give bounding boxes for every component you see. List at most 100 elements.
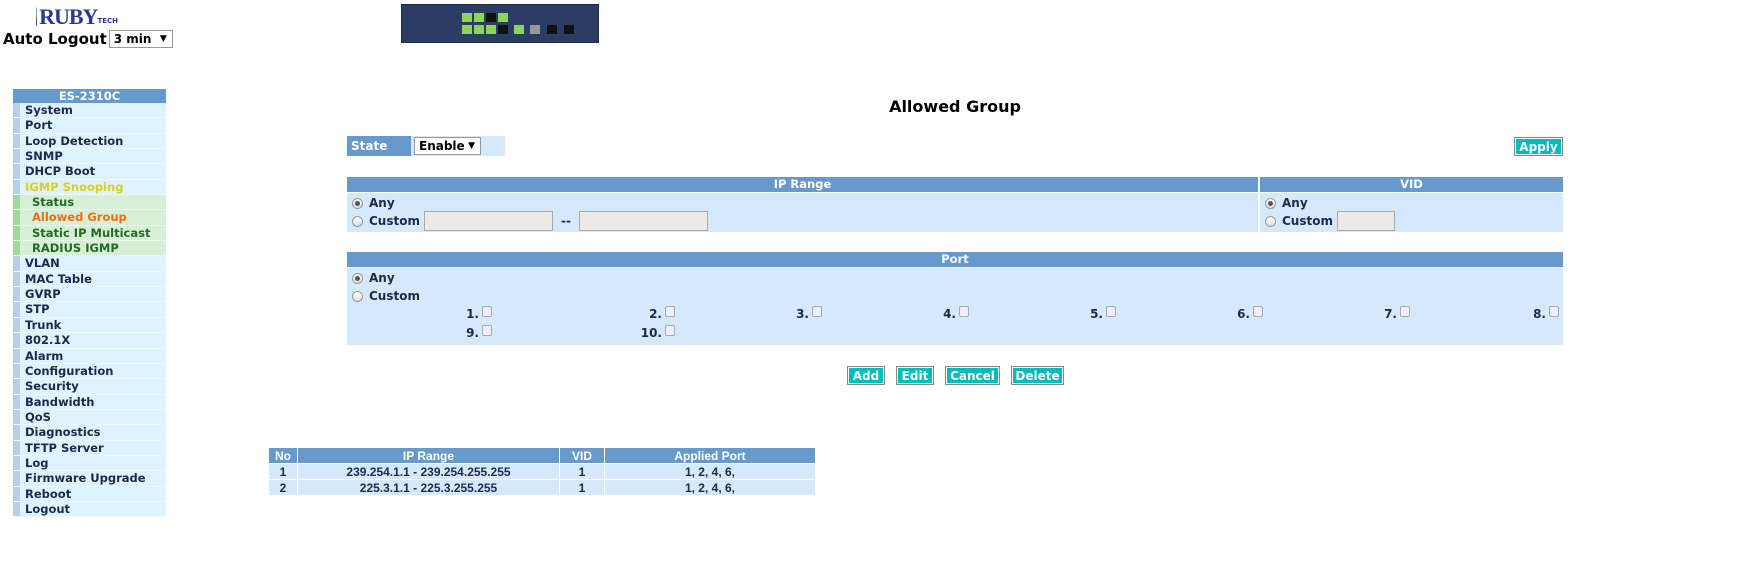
sidebar-item-radius-igmp[interactable]: RADIUS IGMP [13,241,166,257]
table-cell: 1, 2, 4, 6, [605,480,815,495]
sidebar-item-bandwidth[interactable]: Bandwidth [13,394,166,410]
sidebar-item-tftp-server[interactable]: TFTP Server [13,440,166,456]
port-custom-radio[interactable] [352,290,363,302]
sidebar-item-configuration[interactable]: Configuration [13,363,166,380]
ip-any-option[interactable]: Any [352,196,395,210]
port-checkbox[interactable] [665,305,675,317]
port-label: 2. [649,307,662,321]
sidebar-item-vlan[interactable]: VLAN [13,256,166,272]
sidebar-item-label: System [25,103,73,117]
menu-marker [13,317,20,333]
port-label: 6. [1237,307,1250,321]
table-cell: 1 [269,464,297,479]
sidebar-item-loop-detection[interactable]: Loop Detection [13,133,166,150]
sidebar-item-port[interactable]: Port [13,118,166,134]
port-checkbox[interactable] [1106,305,1116,317]
vid-input[interactable] [1336,211,1395,231]
ip-to-input[interactable] [578,211,708,231]
menu-marker [13,440,20,455]
port-any-option[interactable]: Any [352,271,395,285]
menu-marker [13,241,20,256]
ip-from-input[interactable] [423,211,553,231]
sidebar-item-igmp-snooping[interactable]: IGMP Snooping [13,179,166,196]
apply-button[interactable]: Apply [1514,137,1563,156]
sidebar-item-snmp[interactable]: SNMP [13,149,166,165]
port-4-option[interactable]: 4. [918,305,969,321]
port-checkbox[interactable] [482,305,492,317]
sidebar-item-alarm[interactable]: Alarm [13,348,166,364]
ip-any-radio[interactable] [352,197,363,209]
edit-button[interactable]: Edit [896,366,934,385]
sidebar-item-802-1x[interactable]: 802.1X [13,333,166,349]
sidebar-item-label: MAC Table [25,271,92,286]
port-custom-label: Custom [369,289,420,303]
sidebar-item-mac-table[interactable]: MAC Table [13,271,166,288]
port-2-option[interactable]: 2. [624,305,675,321]
table-row[interactable]: 2 225.3.1.1 - 225.3.255.255 1 1, 2, 4, 6, [269,480,815,495]
sidebar-item-stp[interactable]: STP [13,302,166,318]
menu-marker [13,455,20,471]
table-row[interactable]: 1 239.254.1.1 - 239.254.255.255 1 1, 2, 4, … [269,464,815,479]
sidebar-item-label: Status [32,195,75,210]
port-10-option[interactable]: 10. [624,324,675,340]
port-3-option[interactable]: 3. [771,305,822,321]
delete-button[interactable]: Delete [1011,366,1064,385]
sidebar-item-dhcp-boot[interactable]: DHCP Boot [13,164,166,180]
ip-custom-option[interactable]: Custom -- [352,211,708,231]
port-6-option[interactable]: 6. [1212,305,1263,321]
menu-marker [13,179,20,195]
sidebar-item-allowed-group[interactable]: Allowed Group [13,210,166,226]
sidebar-item-label: Log [25,455,49,470]
sidebar-item-security[interactable]: Security [13,379,166,395]
vid-any-option[interactable]: Any [1265,196,1308,210]
vid-custom-radio[interactable] [1265,215,1276,227]
ip-custom-radio[interactable] [352,215,363,227]
sidebar-item-logout[interactable]: Logout [13,501,166,518]
port-checkbox[interactable] [1400,305,1410,317]
port-5-option[interactable]: 5. [1065,305,1116,321]
sidebar-item-label: Configuration [25,363,114,378]
sidebar-title: ES-2310C [13,89,166,103]
menu-marker [13,271,20,287]
sidebar-item-static-ip-multicast[interactable]: Static IP Multicast [13,225,166,242]
port-checkbox[interactable] [959,305,969,317]
port-9-option[interactable]: 9. [441,324,492,340]
col-no: No [269,448,297,463]
menu-marker [13,118,20,133]
sidebar-item-label: GVRP [25,287,61,302]
sidebar-item-trunk[interactable]: Trunk [13,317,166,334]
vid-custom-option[interactable]: Custom [1265,211,1395,231]
sidebar-item-system[interactable]: System [13,103,166,119]
sidebar-item-firmware-upgrade[interactable]: Firmware Upgrade [13,471,166,487]
port-8-option[interactable]: 8. [1508,305,1559,321]
port-checkbox[interactable] [482,324,492,336]
cancel-button[interactable]: Cancel [945,366,1000,385]
sidebar-item-label: Firmware Upgrade [25,471,146,486]
menu-marker [13,379,20,394]
sidebar-item-label: RADIUS IGMP [32,241,119,256]
sidebar-item-diagnostics[interactable]: Diagnostics [13,425,166,441]
port-checkbox[interactable] [812,305,822,317]
sidebar-item-log[interactable]: Log [13,455,166,472]
sidebar-item-gvrp[interactable]: GVRP [13,287,166,303]
rubytech-logo: RUBY TECH [36,4,118,29]
sidebar-item-label: STP [25,302,50,317]
vid-any-radio[interactable] [1265,197,1276,209]
sidebar-item-label: Reboot [25,486,72,501]
sidebar-item-reboot[interactable]: Reboot [13,486,166,502]
port-any-radio[interactable] [352,272,363,284]
port-checkbox[interactable] [1549,305,1559,317]
allowed-group-table: No IP Range VID Applied Port 1 239.254.1.… [268,447,816,496]
port-1-option[interactable]: 1. [441,305,492,321]
port-label: 1. [466,307,479,321]
port-7-option[interactable]: 7. [1359,305,1410,321]
sidebar-item-qos[interactable]: QoS [13,409,166,426]
port-checkbox[interactable] [665,324,675,336]
sidebar-item-label: Port [25,118,53,133]
port-checkbox[interactable] [1253,305,1263,317]
auto-logout-select[interactable]: 3 min ▼ [108,30,173,48]
state-select[interactable]: Enable ▼ [414,137,481,155]
sidebar-item-status[interactable]: Status [13,195,166,211]
add-button[interactable]: Add [847,366,885,385]
port-custom-option[interactable]: Custom [352,289,420,303]
